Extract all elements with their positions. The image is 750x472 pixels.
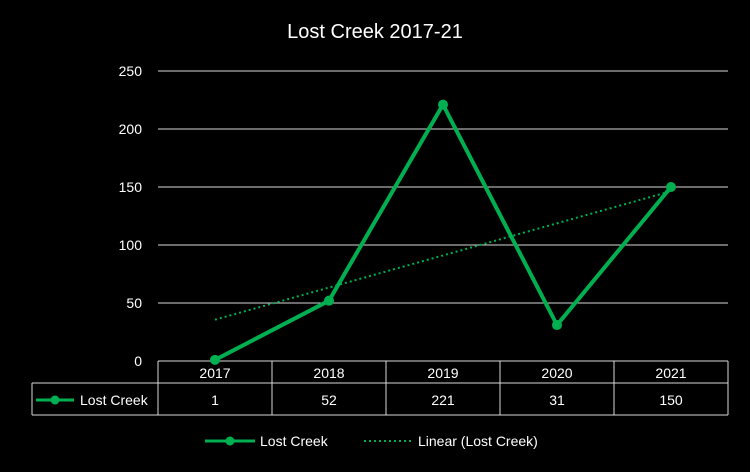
- legend-series-label: Lost Creek: [260, 433, 329, 449]
- table-series-label: Lost Creek: [80, 392, 149, 408]
- table-legend-key-marker: [50, 395, 60, 405]
- data-point: [666, 182, 676, 192]
- x-tick-label: 2021: [655, 365, 686, 381]
- y-tick-label: 200: [119, 121, 143, 137]
- y-tick-label: 100: [119, 237, 143, 253]
- table-value: 221: [431, 392, 455, 408]
- y-tick-label: 250: [119, 63, 143, 79]
- trendline: [214, 190, 672, 321]
- table-value: 1: [211, 392, 219, 408]
- trendline-group: [214, 190, 672, 321]
- series-group: [210, 99, 676, 365]
- legend-series-marker: [225, 436, 235, 446]
- table-value: 150: [659, 392, 683, 408]
- x-tick-label: 2019: [427, 365, 458, 381]
- x-tick-label: 2017: [199, 365, 230, 381]
- data-point: [210, 354, 220, 365]
- y-tick-label: 0: [134, 353, 142, 369]
- y-axis-ticks: 0 50 100 150 200 250: [119, 63, 143, 369]
- table-value: 31: [549, 392, 565, 408]
- data-point: [324, 295, 334, 306]
- data-table: 2017 1 2018 52 2019 221 2020 31 2021 150 Lost Cree…: [31, 360, 729, 416]
- data-point: [552, 320, 562, 331]
- data-point: [438, 99, 448, 110]
- x-tick-label: 2018: [313, 365, 344, 381]
- y-tick-label: 150: [119, 179, 143, 195]
- x-tick-label: 2020: [541, 365, 572, 381]
- legend: Lost Creek Linear (Lost Creek): [205, 433, 538, 449]
- gridlines: [158, 70, 728, 304]
- chart-title: Lost Creek 2017-21: [287, 21, 463, 43]
- legend-trendline-label: Linear (Lost Creek): [418, 433, 538, 449]
- table-value: 52: [321, 392, 337, 408]
- y-tick-label: 50: [126, 295, 142, 311]
